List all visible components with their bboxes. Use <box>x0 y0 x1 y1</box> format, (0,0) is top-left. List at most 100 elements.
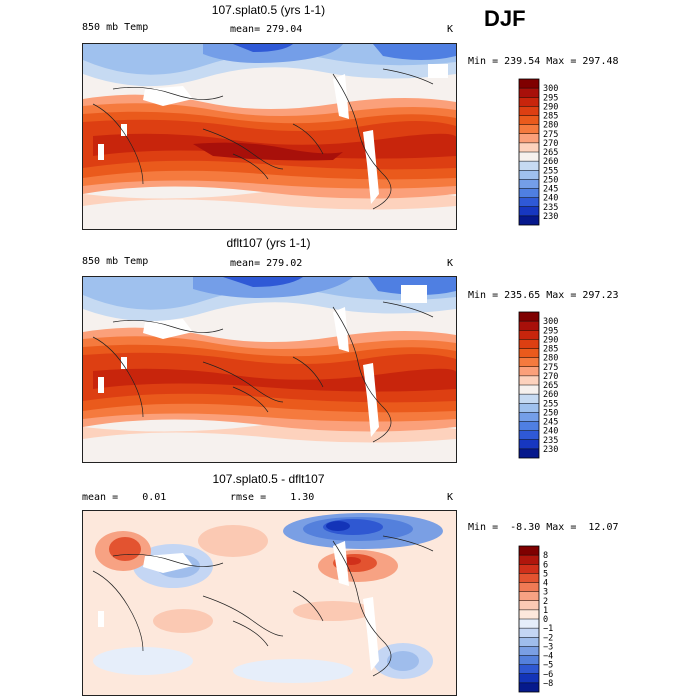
colorbar-swatch <box>519 546 539 556</box>
colorbar-tick-label: 290 <box>543 102 558 112</box>
colorbar-swatch <box>519 385 539 395</box>
colorbar-tick-label: 255 <box>543 166 558 176</box>
colorbar-tick-label: 290 <box>543 335 558 345</box>
colorbar-swatch <box>519 339 539 349</box>
panel-3-colorbar: 8 6 5 4 3 2 1 0 −1 −2 −3 −4 −5 −6 −8 <box>518 545 553 693</box>
colorbar-swatch <box>519 421 539 431</box>
colorbar-swatch <box>519 88 539 98</box>
season-label: DJF <box>484 6 526 31</box>
colorbar-tick-label: 300 <box>543 84 558 94</box>
colorbar-swatch <box>519 161 539 171</box>
panel-1-field-label: 850 mb Temp <box>82 22 149 33</box>
panel-2-unit-label: K <box>447 258 454 269</box>
colorbar-swatch <box>519 215 539 225</box>
colorbar-swatch <box>519 79 539 89</box>
colorbar-tick-label: 4 <box>543 579 548 589</box>
colorbar-swatch <box>519 106 539 116</box>
colorbar-tick-label: 235 <box>543 203 558 213</box>
colorbar-tick-label: 280 <box>543 121 558 131</box>
colorbar-swatch <box>519 582 539 592</box>
colorbar-swatch <box>519 646 539 656</box>
colorbar-swatch <box>519 619 539 629</box>
panel-1-map <box>82 43 457 230</box>
panel-3-map <box>82 510 457 696</box>
colorbar-swatch <box>519 555 539 565</box>
colorbar-tick-label: −3 <box>543 642 553 652</box>
colorbar-swatch <box>519 321 539 331</box>
colorbar-tick-label: 235 <box>543 436 558 446</box>
panel-2-minmax: Min = 235.65 Max = 297.23 <box>468 290 619 301</box>
colorbar-swatch <box>519 564 539 574</box>
colorbar-tick-label: 260 <box>543 157 558 167</box>
colorbar-tick-label: −4 <box>543 652 553 662</box>
colorbar-swatch <box>519 591 539 601</box>
colorbar-swatch <box>519 197 539 207</box>
colorbar-tick-label: 270 <box>543 139 558 149</box>
colorbar-tick-label: 240 <box>543 427 558 437</box>
colorbar-tick-label: 5 <box>543 569 548 579</box>
panel-2-title: dflt107 (yrs 1-1) <box>226 236 311 250</box>
colorbar-tick-label: 275 <box>543 130 558 140</box>
panel-3-rmse-label: rmse = 1.30 <box>230 492 315 503</box>
colorbar-tick-label: 295 <box>543 93 558 103</box>
colorbar-swatch <box>519 403 539 413</box>
panel-1-title: 107.splat0.5 (yrs 1-1) <box>211 3 326 17</box>
colorbar-swatch <box>519 142 539 152</box>
colorbar-swatch <box>519 609 539 619</box>
colorbar-tick-label: −5 <box>543 661 553 671</box>
colorbar-swatch <box>519 348 539 358</box>
colorbar-swatch <box>519 448 539 458</box>
panel-3-mean-label: mean = 0.01 <box>82 492 167 503</box>
panel-1-unit-label: K <box>447 24 454 35</box>
colorbar-swatch <box>519 439 539 449</box>
colorbar-tick-label: 245 <box>543 418 558 428</box>
colorbar-tick-label: 270 <box>543 372 558 382</box>
colorbar-tick-label: −2 <box>543 633 553 643</box>
panel-1-colorbar: 300 295 290 285 280 275 270 265 260 255 250 245 240 2… <box>518 78 558 226</box>
panel-3-minmax: Min = -8.30 Max = 12.07 <box>468 522 619 533</box>
colorbar-swatch <box>519 133 539 143</box>
panel-2-map <box>82 276 457 463</box>
colorbar-swatch <box>519 637 539 647</box>
colorbar-tick-label: 295 <box>543 326 558 336</box>
colorbar-tick-label: −1 <box>543 624 553 634</box>
colorbar-swatch <box>519 628 539 638</box>
colorbar-swatch <box>519 115 539 125</box>
colorbar-tick-label: −8 <box>543 679 553 689</box>
colorbar-tick-label: 280 <box>543 354 558 364</box>
panel-2-field-label: 850 mb Temp <box>82 256 149 267</box>
colorbar-swatch <box>519 682 539 692</box>
colorbar-swatch <box>519 375 539 385</box>
panel-2-colorbar: 300 295 290 285 280 275 270 265 260 255 250 245 240 2… <box>518 311 558 459</box>
colorbar-swatch <box>519 152 539 162</box>
colorbar-swatch <box>519 600 539 610</box>
colorbar-tick-label: 285 <box>543 345 558 355</box>
colorbar-swatch <box>519 357 539 367</box>
colorbar-tick-label: 3 <box>543 588 548 598</box>
colorbar-swatch <box>519 206 539 216</box>
colorbar-swatch <box>519 97 539 107</box>
colorbar-tick-label: 265 <box>543 381 558 391</box>
panel-1-minmax: Min = 239.54 Max = 297.48 <box>468 56 619 67</box>
colorbar-swatch <box>519 573 539 583</box>
colorbar-swatch <box>519 366 539 376</box>
colorbar-swatch <box>519 673 539 683</box>
colorbar-tick-label: 255 <box>543 399 558 409</box>
colorbar-swatch <box>519 412 539 422</box>
colorbar-swatch <box>519 655 539 665</box>
colorbar-tick-label: 0 <box>543 615 548 625</box>
colorbar-tick-label: 285 <box>543 112 558 122</box>
colorbar-swatch <box>519 124 539 134</box>
colorbar-tick-label: 245 <box>543 185 558 195</box>
colorbar-swatch <box>519 312 539 322</box>
colorbar-tick-label: −6 <box>543 670 553 680</box>
panel-3-unit-label: K <box>447 492 454 503</box>
colorbar-tick-label: 300 <box>543 317 558 327</box>
colorbar-swatch <box>519 430 539 440</box>
colorbar-tick-label: 250 <box>543 175 558 185</box>
colorbar-tick-label: 6 <box>543 560 548 570</box>
colorbar-tick-label: 250 <box>543 408 558 418</box>
colorbar-swatch <box>519 664 539 674</box>
colorbar-tick-label: 2 <box>543 597 548 607</box>
colorbar-tick-label: 8 <box>543 551 548 561</box>
